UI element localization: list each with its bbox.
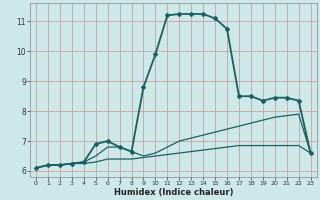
X-axis label: Humidex (Indice chaleur): Humidex (Indice chaleur) xyxy=(114,188,233,197)
